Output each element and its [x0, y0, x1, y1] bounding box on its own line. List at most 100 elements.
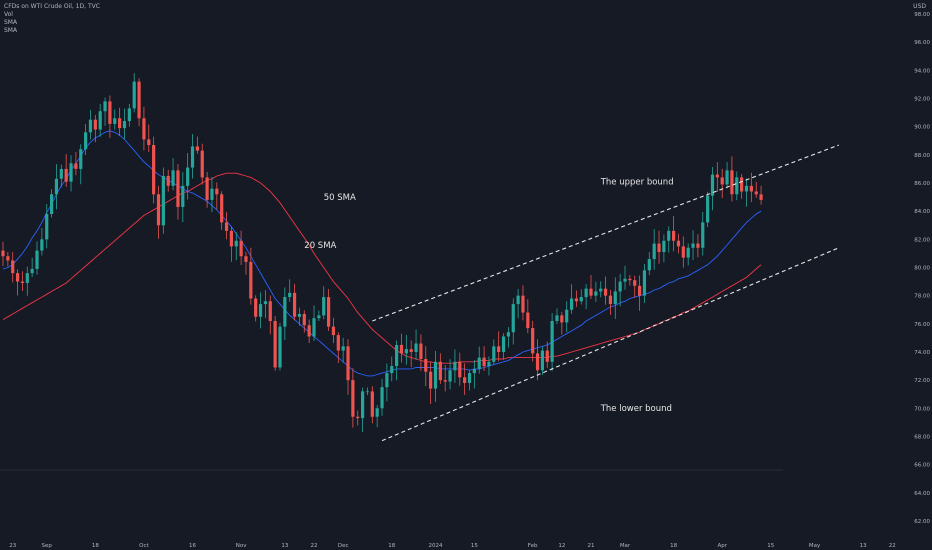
candle-body	[239, 240, 243, 257]
candle-body	[244, 256, 248, 262]
candle-body	[88, 119, 93, 133]
candle-body	[477, 357, 481, 369]
symbol-title[interactable]: CFDs on WTI Crude Oil, 1D, TVC	[4, 3, 100, 10]
candle-body	[356, 416, 360, 419]
candle-body	[419, 343, 423, 360]
y-tick-label: 98.00	[914, 12, 930, 18]
x-tick-label: 18	[388, 543, 395, 549]
candle-body	[375, 408, 379, 417]
y-tick-label: 86.00	[914, 181, 930, 187]
candle-body	[603, 288, 608, 296]
y-tick-label: 80.00	[914, 266, 930, 272]
candle-body	[292, 292, 297, 317]
candle-body	[98, 111, 102, 130]
y-tick-label: 92.00	[914, 97, 930, 103]
candle-body	[550, 321, 554, 362]
candle-body	[64, 168, 68, 182]
candle-body	[395, 344, 399, 367]
candle-body	[540, 350, 544, 371]
candle-body	[633, 280, 637, 286]
x-tick-label: 15	[471, 543, 478, 549]
candle-body	[351, 380, 355, 417]
x-tick-label: 23	[9, 543, 16, 549]
candle-body	[754, 191, 758, 195]
x-tick-label: 16	[189, 543, 196, 549]
candle-body	[681, 246, 685, 258]
candle-body	[642, 270, 647, 296]
x-tick-label: 22	[889, 543, 896, 549]
candle-body	[740, 177, 744, 192]
candle-body	[390, 366, 394, 374]
candle-body	[258, 304, 263, 317]
y-tick-label: 96.00	[914, 40, 930, 46]
candle-body	[521, 295, 525, 313]
x-tick-label: 13	[860, 543, 867, 549]
candle-body	[501, 336, 506, 352]
candle-body	[467, 373, 472, 383]
candle-body	[1, 250, 5, 257]
candle-body	[579, 297, 583, 302]
candle-body	[560, 315, 564, 323]
legend-sma-2[interactable]: SMA	[4, 27, 18, 34]
x-tick-label: Feb	[528, 543, 538, 549]
y-tick-label: 76.00	[914, 322, 930, 328]
candle-body	[103, 101, 107, 112]
annotation-label: 20 SMA	[304, 241, 336, 251]
candle-body	[263, 301, 268, 305]
candle-body	[331, 326, 336, 336]
channel-upper-line[interactable]	[372, 144, 840, 322]
candle-body	[74, 163, 78, 169]
legend-vol[interactable]: Vol	[4, 11, 13, 18]
candle-body	[497, 346, 501, 352]
candle-body	[404, 349, 408, 354]
price-axis[interactable]: 62.00 64.00 66.00 68.00 70.00 72.00 74.00 76.00…	[914, 12, 930, 525]
candle-body	[463, 377, 467, 383]
candle-body	[433, 361, 438, 389]
candle-body	[118, 118, 122, 129]
candle-body	[414, 343, 418, 352]
candle-body	[346, 346, 350, 381]
sma50-line	[2, 172, 762, 364]
candle-body	[15, 273, 20, 282]
candle-body	[545, 350, 549, 362]
candle-body	[574, 298, 579, 302]
y-tick-label: 64.00	[914, 491, 930, 497]
candle-body	[565, 309, 569, 323]
currency-label: USD	[913, 3, 926, 10]
candle-body	[618, 281, 622, 292]
x-tick-label: 13	[281, 543, 288, 549]
candle-body	[511, 304, 515, 333]
candle-body	[569, 298, 574, 310]
candle-body	[132, 81, 136, 109]
candle-body	[205, 177, 209, 200]
candle-body	[312, 318, 316, 337]
candle-body	[531, 328, 535, 354]
candle-body	[200, 150, 204, 178]
candle-body	[283, 297, 287, 327]
candle-body	[307, 325, 311, 337]
candle-body	[20, 281, 25, 283]
candle-body	[594, 291, 598, 296]
candle-body	[229, 230, 233, 247]
y-tick-label: 70.00	[914, 406, 930, 412]
candle-body	[448, 370, 452, 382]
y-tick-label: 66.00	[914, 463, 930, 469]
candle-body	[555, 315, 559, 321]
y-tick-label: 68.00	[914, 434, 930, 440]
candle-body	[25, 273, 29, 283]
candle-body	[710, 174, 715, 196]
legend-sma-1[interactable]: SMA	[4, 19, 18, 26]
candle-body	[224, 222, 229, 231]
candle-body	[84, 132, 88, 150]
candle-body	[156, 194, 161, 226]
candle-body	[424, 359, 428, 372]
y-tick-label: 78.00	[914, 294, 930, 300]
candle-body	[113, 118, 117, 124]
channel-lower-line[interactable]	[381, 247, 840, 442]
candle-body	[453, 361, 457, 371]
candle-body	[234, 240, 238, 247]
candle-body	[691, 243, 695, 248]
time-axis[interactable]: 23 Sep 18 Oct 16 Nov 13 22 Dec 18 2024 15 Feb 12 21 Mar…	[9, 543, 896, 549]
candle-body	[35, 250, 39, 269]
